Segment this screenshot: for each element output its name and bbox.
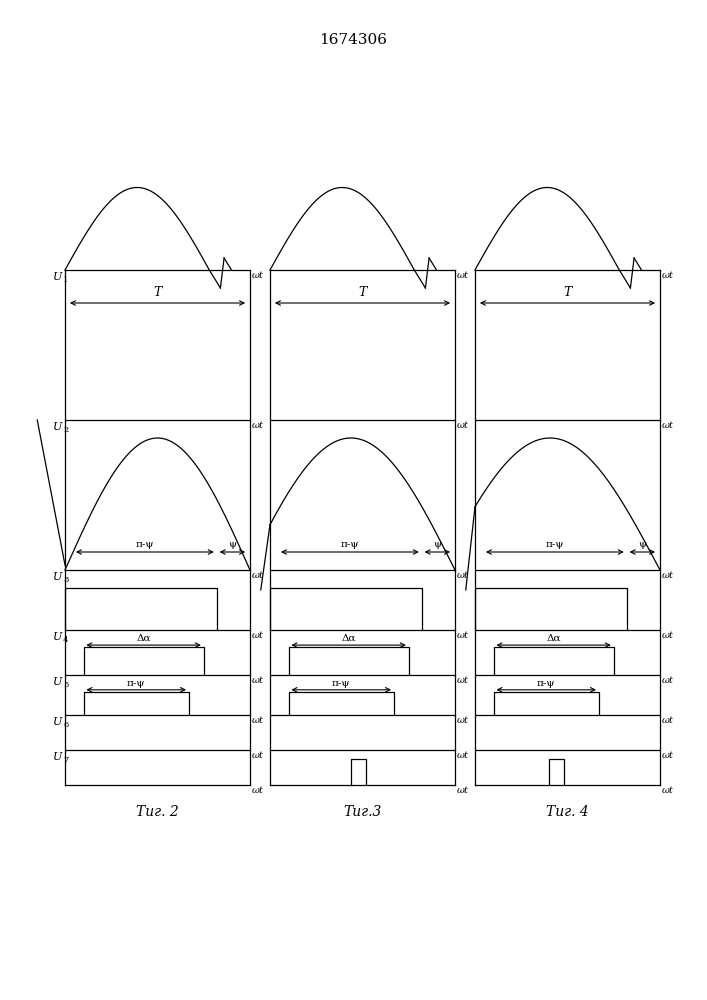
Text: ωt: ωt: [457, 786, 469, 795]
Text: Δα: Δα: [341, 634, 356, 643]
Text: π-ψ: π-ψ: [537, 679, 556, 688]
Text: U: U: [52, 717, 62, 727]
Text: T: T: [358, 286, 367, 299]
Text: ωt: ωt: [252, 271, 264, 280]
Text: Δα: Δα: [136, 634, 151, 643]
Text: ωt: ωt: [457, 571, 469, 580]
Text: 5: 5: [63, 681, 69, 689]
Text: U: U: [52, 632, 62, 642]
Text: Δα: Δα: [547, 634, 561, 643]
Text: ωt: ωt: [252, 676, 264, 685]
Text: T: T: [153, 286, 162, 299]
Text: ωt: ωt: [662, 571, 674, 580]
Text: ωt: ωt: [252, 751, 264, 760]
Text: Τиг. 2: Τиг. 2: [136, 805, 179, 819]
Text: ωt: ωt: [252, 571, 264, 580]
Text: ωt: ωt: [662, 631, 674, 640]
Text: U: U: [52, 272, 62, 282]
Text: π-ψ: π-ψ: [341, 540, 359, 549]
Text: 7: 7: [63, 756, 69, 764]
Text: ωt: ωt: [662, 271, 674, 280]
Text: ωt: ωt: [457, 421, 469, 430]
Text: ωt: ωt: [457, 716, 469, 725]
Text: ωt: ωt: [457, 631, 469, 640]
Text: π-ψ: π-ψ: [332, 679, 351, 688]
Text: U: U: [52, 422, 62, 432]
Text: ψ: ψ: [228, 540, 236, 549]
Text: 6: 6: [63, 721, 69, 729]
Text: ωt: ωt: [252, 786, 264, 795]
Text: Τиг. 4: Τиг. 4: [546, 805, 589, 819]
Text: ωt: ωt: [662, 786, 674, 795]
Text: Τиг.3: Τиг.3: [344, 805, 382, 819]
Text: ψ: ψ: [638, 540, 646, 549]
Text: π-ψ: π-ψ: [127, 679, 146, 688]
Text: T: T: [563, 286, 572, 299]
Text: ωt: ωt: [252, 631, 264, 640]
Text: U: U: [52, 677, 62, 687]
Text: U: U: [52, 572, 62, 582]
Text: 3: 3: [63, 576, 69, 584]
Text: 1674306: 1674306: [319, 33, 387, 47]
Text: ωt: ωt: [457, 271, 469, 280]
Text: π-ψ: π-ψ: [546, 540, 564, 549]
Text: ωt: ωt: [457, 751, 469, 760]
Text: ωt: ωt: [662, 421, 674, 430]
Text: U: U: [52, 752, 62, 762]
Text: 1: 1: [63, 276, 69, 284]
Text: ωt: ωt: [662, 716, 674, 725]
Text: ωt: ωt: [457, 676, 469, 685]
Text: ωt: ωt: [662, 676, 674, 685]
Text: ωt: ωt: [252, 716, 264, 725]
Text: ωt: ωt: [662, 751, 674, 760]
Text: ωt: ωt: [252, 421, 264, 430]
Text: ψ: ψ: [433, 540, 441, 549]
Text: 2: 2: [63, 426, 69, 434]
Text: π-ψ: π-ψ: [136, 540, 154, 549]
Text: 4: 4: [63, 636, 69, 644]
